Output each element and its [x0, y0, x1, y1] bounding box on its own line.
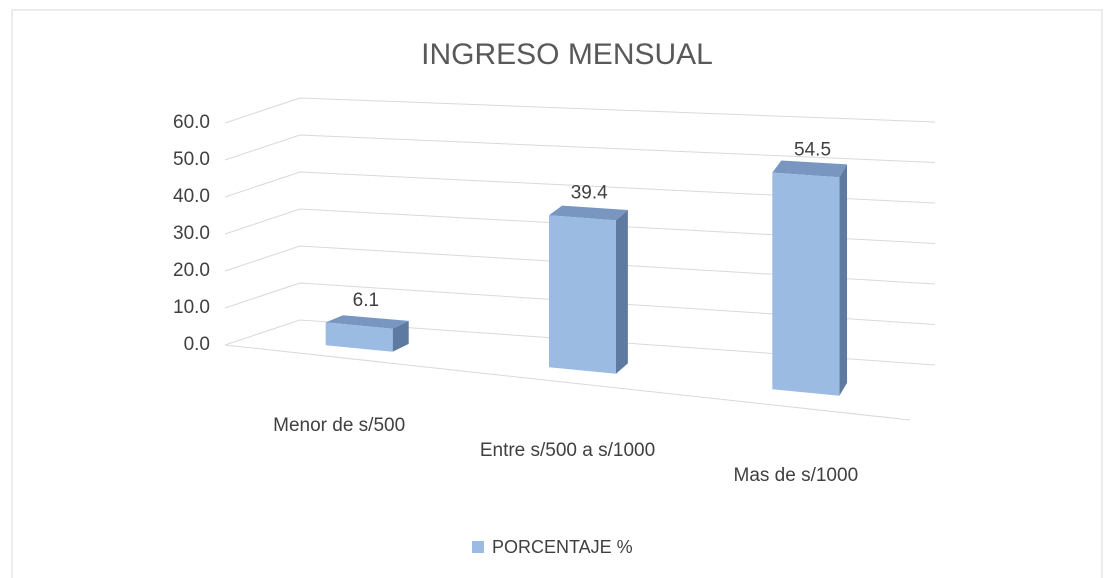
chart-title: INGRESO MENSUAL [421, 38, 713, 71]
bar-side [392, 320, 409, 352]
y-tick-label: 10.0 [173, 297, 210, 318]
legend-label: PORCENTAJE % [492, 537, 633, 557]
grid-line [224, 282, 936, 325]
y-tick-label: 50.0 [173, 149, 210, 170]
x-tick-label: Mas de s/1000 [733, 464, 859, 486]
bar-top [325, 315, 409, 329]
y-tick-label: 40.0 [173, 186, 210, 207]
y-tick-label: 30.0 [173, 223, 210, 244]
floor-edge [224, 344, 911, 421]
bar-front [549, 215, 616, 374]
bar-front [772, 172, 840, 396]
grid-line [224, 245, 936, 285]
grid-line [224, 319, 936, 366]
bar-side [616, 210, 628, 374]
bar-top [772, 160, 848, 178]
grid-line [224, 97, 936, 124]
data-label: 39.4 [571, 182, 608, 203]
grid-line [224, 134, 936, 163]
grid-line [224, 208, 936, 244]
y-tick-label: 0.0 [184, 334, 210, 355]
legend-swatch [472, 541, 484, 553]
bar [325, 315, 409, 352]
bar-front [325, 322, 393, 352]
y-tick-label: 60.0 [173, 112, 210, 133]
x-tick-label: Entre s/500 a s/1000 [479, 439, 656, 461]
y-tick-label: 20.0 [173, 260, 210, 281]
bar [549, 205, 628, 374]
data-label: 54.5 [794, 139, 831, 160]
grid-line [224, 171, 936, 204]
bar-side [839, 164, 848, 396]
bar-top [549, 205, 628, 221]
x-tick-label: Menor de s/500 [273, 414, 406, 436]
data-label: 6.1 [353, 290, 379, 311]
bar [772, 160, 848, 396]
